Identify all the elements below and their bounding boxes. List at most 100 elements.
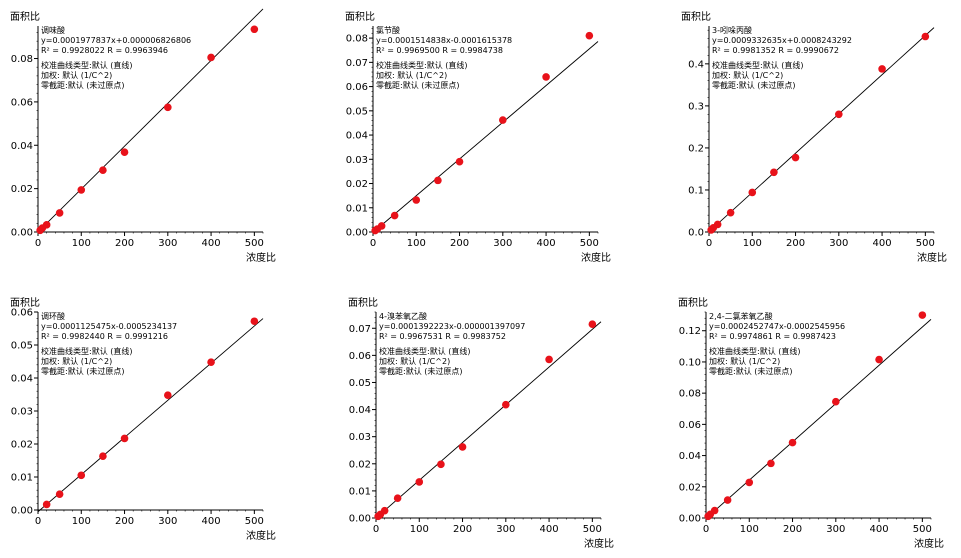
y-axis-label: 面积比 xyxy=(678,297,708,309)
x-tick-label: 400 xyxy=(202,516,221,527)
y-tick-label: 0.03 xyxy=(346,155,368,166)
data-point xyxy=(120,148,129,157)
y-tick-label: 0.08 xyxy=(11,54,33,65)
chart-panel-6: 0.00 0.02 0.04 0.06 0.08 0.10 0.12 0 100 200 300 40… xyxy=(678,297,944,550)
data-point xyxy=(55,490,64,498)
y-tick-label: 0.00 xyxy=(11,228,33,239)
x-tick-label: 500 xyxy=(245,516,264,527)
y-tick-label: 0.0 xyxy=(688,228,704,239)
chart-panel-5: 0.00 0.01 0.02 0.03 0.04 0.05 0.06 0.07 0 100 200 3… xyxy=(348,297,614,550)
data-point xyxy=(99,452,107,461)
regression-equation: y=0.0009332635x+0.0008243292 xyxy=(712,36,852,45)
y-tick-label: 0.01 xyxy=(346,203,368,214)
r-squared-label: R² = 0.9928022 R = 0.9963946 xyxy=(41,46,168,55)
r-squared-label: R² = 0.9982440 R = 0.9991216 xyxy=(41,332,168,341)
y-tick-label: 0.06 xyxy=(346,82,368,93)
y-tick-label: 0.10 xyxy=(679,357,701,368)
compound-name: 调环酸 xyxy=(41,311,65,321)
data-point xyxy=(767,459,775,468)
data-point xyxy=(207,358,215,366)
x-tick-label: 200 xyxy=(786,238,805,249)
curve-type-label: 校准曲线类型:默认 (直线) xyxy=(712,60,803,70)
weighting-label: 加权: 默认 (1/C^2) xyxy=(709,356,780,366)
y-tick-label: 0.4 xyxy=(688,59,704,70)
data-point xyxy=(393,494,402,503)
regression-line xyxy=(375,321,602,519)
data-point xyxy=(832,397,840,406)
data-point xyxy=(748,188,757,197)
data-point xyxy=(415,478,424,486)
x-axis-label: 浓度比 xyxy=(917,251,947,264)
x-tick-label: 200 xyxy=(115,238,134,249)
r-squared-label: R² = 0.9981352 R = 0.9990672 xyxy=(712,46,839,55)
y-tick-label: 0.06 xyxy=(11,97,33,108)
y-tick-label: 0.02 xyxy=(679,482,701,493)
weighting-label: 加权: 默认 (1/C^2) xyxy=(376,70,447,80)
x-tick-label: 500 xyxy=(913,524,932,535)
weighting-label: 加权: 默认 (1/C^2) xyxy=(41,356,112,366)
y-tick-label: 0.1 xyxy=(688,185,704,196)
data-point xyxy=(723,496,732,504)
y-axis-label: 面积比 xyxy=(345,11,375,23)
x-tick-label: 500 xyxy=(245,238,264,249)
regression-line xyxy=(705,319,932,519)
data-point xyxy=(207,53,215,62)
data-point xyxy=(77,186,86,194)
data-point xyxy=(545,355,553,364)
x-tick-label: 100 xyxy=(407,238,426,249)
x-tick-label: 300 xyxy=(493,238,512,249)
regression-line xyxy=(708,27,935,232)
y-tick-label: 0.04 xyxy=(679,451,701,462)
x-tick-label: 400 xyxy=(540,524,559,535)
y-tick-label: 0.02 xyxy=(349,459,371,470)
x-tick-label: 200 xyxy=(115,516,134,527)
x-axis-label: 浓度比 xyxy=(584,537,614,550)
y-tick-label: 0.06 xyxy=(679,420,701,431)
data-point xyxy=(390,211,399,220)
compound-name: 氯节酸 xyxy=(376,25,400,35)
y-tick-label: 0.03 xyxy=(11,407,33,418)
x-tick-label: 0 xyxy=(35,238,41,249)
x-tick-label: 300 xyxy=(158,238,177,249)
weighting-label: 加权: 默认 (1/C^2) xyxy=(41,70,112,80)
data-point xyxy=(585,31,594,40)
data-point xyxy=(726,208,735,217)
data-point xyxy=(377,222,386,230)
data-point xyxy=(164,391,172,399)
x-tick-label: 400 xyxy=(870,524,889,535)
y-axis-label: 面积比 xyxy=(10,297,40,309)
y-tick-label: 0.07 xyxy=(349,324,371,335)
data-point xyxy=(499,116,507,124)
x-tick-label: 400 xyxy=(202,238,221,249)
x-axis-label: 浓度比 xyxy=(581,251,611,264)
data-point xyxy=(502,400,510,409)
data-point xyxy=(42,500,51,509)
data-point xyxy=(77,471,86,480)
data-point xyxy=(875,355,883,364)
y-tick-label: 0.05 xyxy=(349,378,371,389)
x-tick-label: 100 xyxy=(72,238,91,249)
x-tick-label: 400 xyxy=(537,238,556,249)
curve-type-label: 校准曲线类型:默认 (直线) xyxy=(709,346,800,356)
x-tick-label: 100 xyxy=(72,516,91,527)
curve-type-label: 校准曲线类型:默认 (直线) xyxy=(379,346,470,356)
x-tick-label: 100 xyxy=(740,524,759,535)
data-point xyxy=(250,25,259,34)
data-point xyxy=(250,317,259,326)
x-tick-label: 0 xyxy=(370,238,376,249)
x-tick-label: 100 xyxy=(743,238,762,249)
y-tick-label: 0.02 xyxy=(11,440,33,451)
y-tick-label: 0.04 xyxy=(346,131,368,142)
data-point xyxy=(788,438,797,447)
data-point xyxy=(918,311,927,319)
x-tick-label: 200 xyxy=(450,238,469,249)
x-tick-label: 500 xyxy=(583,524,602,535)
x-tick-label: 300 xyxy=(158,516,177,527)
y-tick-label: 0.05 xyxy=(11,341,33,352)
x-tick-label: 300 xyxy=(826,524,845,535)
y-tick-label: 0.00 xyxy=(679,514,701,525)
data-point xyxy=(380,506,389,515)
r-squared-label: R² = 0.9974861 R = 0.9987423 xyxy=(709,332,836,341)
